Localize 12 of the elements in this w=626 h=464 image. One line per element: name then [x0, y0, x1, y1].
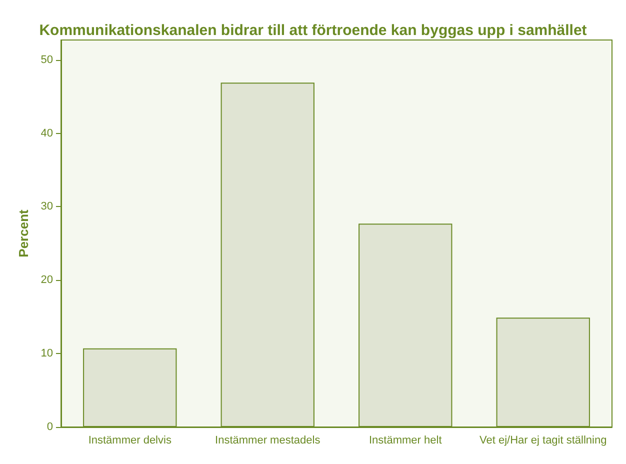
y-tick-label: 40	[40, 127, 53, 140]
y-tick-label: 10	[40, 348, 53, 360]
y-tick-label: 30	[40, 200, 53, 213]
y-tick-label: 0	[46, 421, 53, 433]
y-axis-title: Percent	[16, 208, 31, 258]
x-tick-label: Instämmer helt	[369, 434, 442, 446]
x-tick-label: Vet ej/Har ej tagit ställning	[480, 434, 607, 446]
x-tick-label: Instämmer mestadels	[215, 434, 321, 446]
x-tick-label: Instämmer delvis	[88, 434, 172, 446]
y-tick-label: 20	[40, 274, 53, 286]
chart-title: Kommunikationskanalen bidrar till att förtroende kan byggas upp i samhället	[39, 22, 587, 39]
y-tick-label: 50	[40, 54, 53, 66]
